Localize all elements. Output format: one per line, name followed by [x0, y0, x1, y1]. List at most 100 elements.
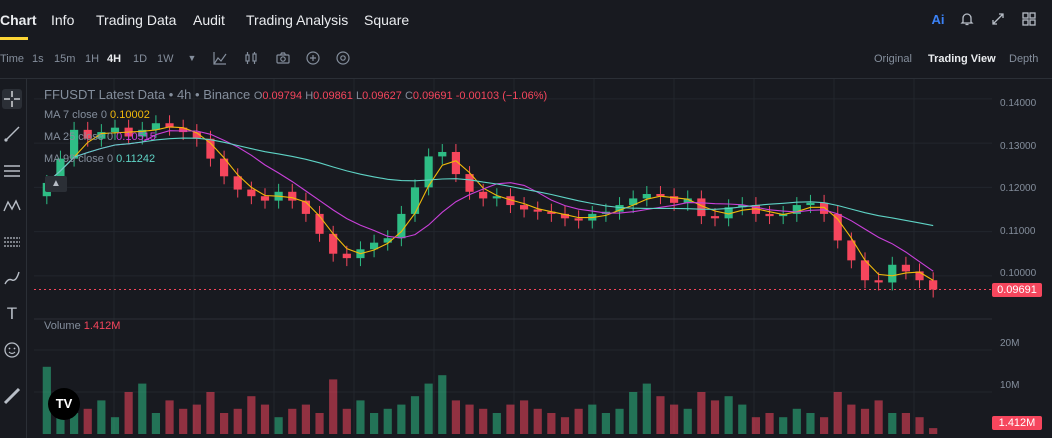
drawing-toolbar: T: [0, 79, 27, 438]
candle: [847, 240, 856, 261]
horizontal-lines-icon[interactable]: [2, 161, 22, 181]
tab-trading-data[interactable]: Trading Data: [96, 12, 177, 28]
candle: [383, 238, 392, 243]
camera-icon[interactable]: [275, 50, 291, 66]
candle: [615, 205, 624, 212]
interval-1h[interactable]: 1H: [85, 53, 100, 65]
view-trading-view[interactable]: Trading View: [928, 53, 996, 65]
view-original[interactable]: Original: [874, 53, 912, 65]
volume-bar: [588, 404, 597, 434]
collapse-legend-button[interactable]: ▲: [45, 176, 67, 192]
indicator-icon[interactable]: [212, 50, 228, 66]
candle: [533, 209, 542, 212]
volume-bar: [260, 404, 270, 434]
pattern-icon[interactable]: [2, 196, 22, 216]
volume-bar: [751, 417, 760, 434]
price-chart[interactable]: [34, 79, 992, 438]
volume-bar: [779, 417, 788, 434]
volume-bar: [329, 379, 338, 434]
volume-bar: [833, 392, 842, 434]
time-label[interactable]: Time: [0, 53, 25, 65]
volume-bar: [901, 413, 910, 434]
change-value: -0.00103 (−1.06%): [455, 90, 548, 102]
interval-1w[interactable]: 1W: [157, 53, 174, 65]
grid-icon[interactable]: [1020, 11, 1038, 29]
candle: [288, 191, 297, 201]
settings-icon[interactable]: [335, 50, 351, 66]
add-icon[interactable]: [305, 50, 321, 66]
last-volume-tag: 1.412M: [992, 416, 1042, 430]
volume-legend: Volume 1.412M: [44, 320, 120, 332]
ma99-line: [46, 137, 934, 227]
tab-square[interactable]: Square: [364, 12, 410, 28]
expand-icon[interactable]: [989, 11, 1007, 29]
candle: [697, 198, 706, 217]
ai-icon[interactable]: Ai: [931, 12, 945, 27]
volume-bar: [533, 408, 542, 434]
volume-bar: [479, 408, 488, 434]
candle: [301, 200, 310, 214]
candle: [738, 205, 747, 208]
tab-chart[interactable]: Chart: [0, 12, 37, 28]
candle: [806, 202, 815, 206]
volume-bar: [806, 413, 815, 434]
fib-icon[interactable]: [2, 232, 22, 252]
ma99-legend: MA 99 close 0 0.11242: [44, 153, 155, 165]
ma7-value: 0.10002: [110, 109, 150, 121]
interval-15m[interactable]: 15m: [54, 53, 76, 65]
candle: [724, 207, 733, 219]
crosshair-icon[interactable]: [2, 89, 22, 109]
candle: [233, 176, 242, 190]
candle: [888, 264, 897, 283]
candle-type-icon[interactable]: [243, 50, 259, 66]
tab-info[interactable]: Info: [51, 12, 75, 28]
volume-bar: [656, 396, 665, 434]
candle: [97, 132, 106, 139]
volume-bar: [929, 428, 938, 434]
close-label: C: [404, 90, 413, 102]
candle: [792, 205, 801, 214]
volume-bar: [288, 408, 297, 434]
candle: [438, 151, 447, 157]
text-tool-icon[interactable]: T: [6, 304, 18, 323]
tab-audit[interactable]: Audit: [193, 12, 225, 28]
volume-bar: [888, 413, 897, 434]
candle: [560, 213, 570, 219]
trend-line-icon[interactable]: [2, 124, 22, 144]
dropdown-icon[interactable]: ▼: [187, 53, 197, 63]
volume-bar: [792, 408, 801, 434]
volume-bar: [615, 408, 624, 434]
volume-bar: [820, 417, 829, 434]
price-tick: 0.12000: [1000, 183, 1037, 194]
ma25-value: 0.10515: [116, 131, 156, 143]
volume-bar: [315, 413, 324, 434]
price-tick: 0.13000: [1000, 141, 1037, 152]
volume-bar: [110, 417, 120, 434]
emoji-icon[interactable]: [2, 340, 22, 360]
low-label: L: [355, 90, 363, 102]
candle: [192, 132, 201, 139]
volume-bar: [192, 404, 201, 434]
volume-bar: [124, 392, 133, 434]
volume-bar: [383, 408, 392, 434]
interval-4h[interactable]: 4H: [107, 53, 122, 65]
volume-bar: [560, 417, 570, 434]
volume-bar: [410, 396, 420, 434]
ruler-icon[interactable]: [2, 386, 22, 406]
volume-bar: [70, 413, 79, 434]
view-depth[interactable]: Depth: [1009, 53, 1039, 65]
candle: [220, 158, 229, 177]
open-value: 0.09794: [262, 90, 303, 102]
chart-legend: FFUSDT Latest Data • 4h • Binance O0.097…: [44, 87, 548, 102]
bell-icon[interactable]: [958, 11, 976, 29]
candle: [260, 196, 270, 201]
tab-trading-analysis[interactable]: Trading Analysis: [246, 12, 349, 28]
volume-bar: [206, 392, 215, 434]
interval-1s[interactable]: 1s: [32, 53, 44, 65]
volume-bar: [97, 400, 106, 434]
volume-bar: [874, 400, 883, 434]
volume-value: 1.412M: [83, 320, 121, 332]
interval-1d[interactable]: 1D: [133, 53, 148, 65]
volume-bar: [492, 413, 501, 434]
brush-icon[interactable]: [2, 268, 22, 288]
